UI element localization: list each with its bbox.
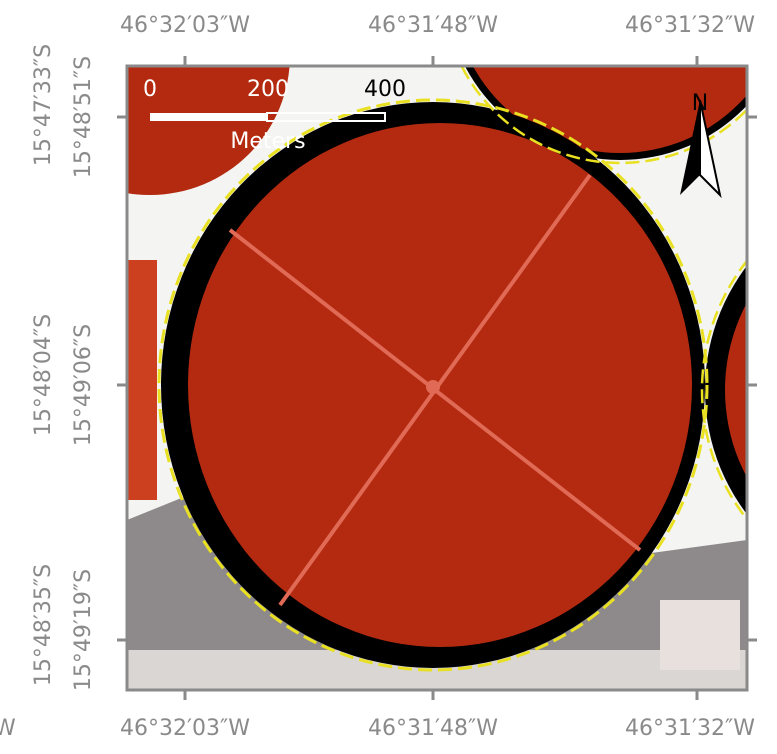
left-outer-label: 15°47′33″S bbox=[31, 44, 56, 166]
left-outer-label: 15°48′04″S bbox=[31, 314, 56, 436]
left-inner-label: 15°49′19″S bbox=[71, 569, 96, 691]
top-coordinate-label: 46°31′48″W bbox=[368, 13, 498, 38]
left-inner-label: 15°48′51″S bbox=[71, 56, 96, 178]
top-coordinate-label: 46°31′32″W bbox=[625, 13, 755, 38]
map-figure: 46°32′03″W 46°31′48″W 46°31′32″W 46°32′0… bbox=[0, 0, 777, 754]
left-inner-label: 15°49′06″S bbox=[71, 324, 96, 446]
bottom-coordinate-label: 46°32′03″W bbox=[120, 716, 250, 741]
scale-label: 200 bbox=[247, 77, 289, 102]
map-image bbox=[10, 0, 777, 690]
top-coordinate-label: 46°32′03″W bbox=[120, 13, 250, 38]
scale-unit: Meters bbox=[230, 129, 305, 154]
north-label: N bbox=[692, 91, 708, 116]
bottom-coordinate-label: 46°31′48″W bbox=[368, 716, 498, 741]
bottom-coordinate-label: 46°31′32″W bbox=[625, 716, 755, 741]
scale-label: 0 bbox=[143, 77, 157, 102]
left-outer-label: 15°48′35″S bbox=[31, 564, 56, 686]
bottom-left-fragment: W bbox=[0, 716, 16, 741]
scale-label: 400 bbox=[364, 77, 406, 102]
